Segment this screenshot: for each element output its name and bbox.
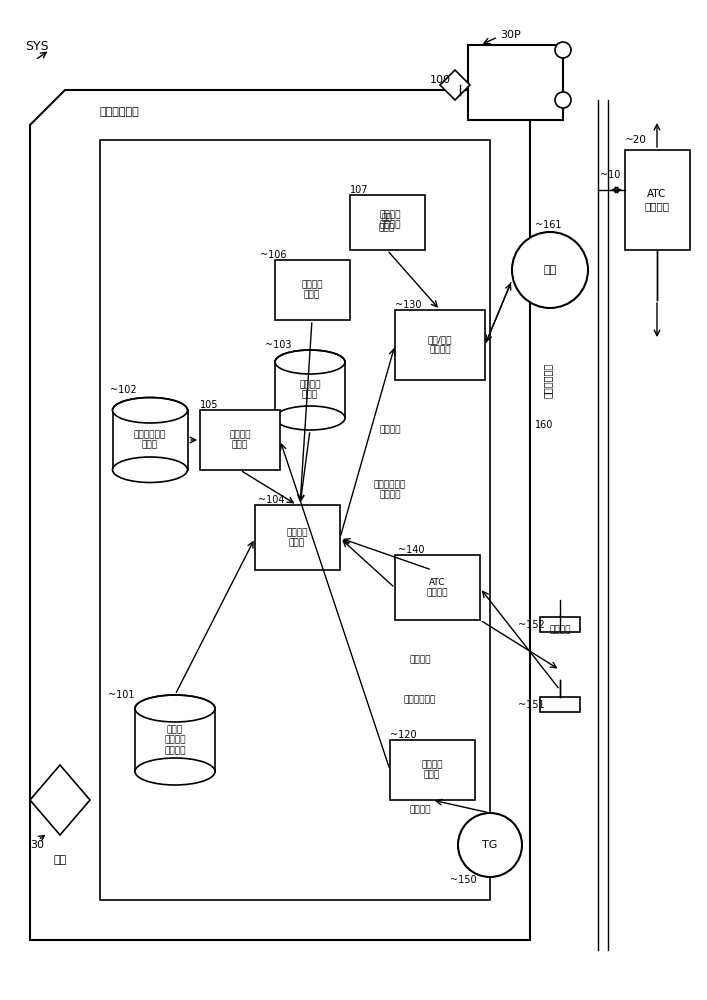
Text: 气动制车装置: 气动制车装置 — [543, 362, 553, 398]
Circle shape — [555, 92, 571, 108]
Text: SYS: SYS — [25, 40, 49, 53]
Text: 30: 30 — [30, 840, 44, 850]
Text: 特性参数
存储部: 特性参数 存储部 — [299, 380, 321, 400]
Text: 再生制动
激活信号: 再生制动 激活信号 — [379, 210, 401, 230]
Text: ~20: ~20 — [625, 135, 647, 145]
FancyBboxPatch shape — [395, 310, 485, 380]
Ellipse shape — [112, 397, 187, 423]
Text: 列车控制装置: 列车控制装置 — [100, 107, 140, 117]
Text: 速度位置信息: 速度位置信息 — [404, 696, 436, 704]
Polygon shape — [440, 70, 470, 100]
Text: 制车指令: 制车指令 — [379, 426, 401, 434]
Text: 动力运行指令
制车指令: 动力运行指令 制车指令 — [374, 480, 406, 500]
Text: 105: 105 — [200, 400, 218, 410]
Circle shape — [512, 232, 588, 308]
FancyBboxPatch shape — [540, 617, 580, 632]
FancyBboxPatch shape — [135, 708, 215, 772]
Text: ~161: ~161 — [535, 220, 561, 230]
Text: 信号显示: 信号显示 — [549, 626, 571, 635]
FancyBboxPatch shape — [275, 260, 350, 320]
FancyBboxPatch shape — [255, 505, 340, 570]
Text: ~101: ~101 — [108, 690, 134, 700]
FancyBboxPatch shape — [390, 740, 475, 800]
Text: 制车
判定部: 制车 判定部 — [379, 213, 395, 233]
FancyBboxPatch shape — [275, 362, 345, 418]
Text: 30P: 30P — [500, 30, 521, 40]
Ellipse shape — [135, 758, 215, 785]
FancyBboxPatch shape — [200, 410, 280, 470]
FancyBboxPatch shape — [395, 555, 480, 620]
Text: ~106: ~106 — [260, 250, 286, 260]
Text: ~152: ~152 — [518, 620, 545, 630]
Text: 100: 100 — [430, 75, 451, 85]
FancyBboxPatch shape — [625, 150, 690, 250]
Text: 控制指令
计算部: 控制指令 计算部 — [286, 528, 308, 548]
Text: 列车: 列车 — [53, 855, 66, 865]
Text: ~130: ~130 — [395, 300, 421, 310]
Polygon shape — [30, 90, 530, 940]
Text: 速度位置
检测部: 速度位置 检测部 — [421, 760, 443, 780]
Text: ~140: ~140 — [398, 545, 424, 555]
Text: ~151: ~151 — [518, 700, 544, 710]
Ellipse shape — [112, 457, 187, 483]
FancyBboxPatch shape — [112, 410, 187, 470]
Text: ATC
地上装置: ATC 地上装置 — [645, 189, 670, 211]
Text: 地点信息: 地点信息 — [409, 656, 431, 664]
Text: ~120: ~120 — [390, 730, 416, 740]
FancyBboxPatch shape — [468, 45, 563, 120]
Polygon shape — [30, 765, 90, 835]
FancyBboxPatch shape — [100, 140, 490, 900]
Text: ~150: ~150 — [450, 875, 477, 885]
Text: 107: 107 — [350, 185, 368, 195]
Text: 特性参数
调整部: 特性参数 调整部 — [301, 280, 323, 300]
Text: 驱动/制动
控制装置: 驱动/制动 控制装置 — [428, 335, 452, 355]
Text: 存储部
路线信息
运行信息: 存储部 路线信息 运行信息 — [164, 725, 186, 755]
Circle shape — [555, 42, 571, 58]
Text: 车辆特性模型
存储部: 车辆特性模型 存储部 — [134, 430, 166, 450]
Ellipse shape — [275, 350, 345, 374]
Ellipse shape — [275, 406, 345, 430]
Text: 脉冲信号: 脉冲信号 — [409, 806, 431, 814]
Text: ~104: ~104 — [258, 495, 284, 505]
Ellipse shape — [135, 695, 215, 722]
Text: ~102: ~102 — [110, 385, 136, 395]
Text: ~10: ~10 — [600, 170, 620, 180]
Text: 减速度比
算计部: 减速度比 算计部 — [229, 430, 251, 450]
Circle shape — [458, 813, 522, 877]
Text: 160: 160 — [535, 420, 554, 430]
FancyBboxPatch shape — [540, 697, 580, 712]
Text: ~103: ~103 — [265, 340, 291, 350]
Text: 马达: 马达 — [544, 265, 556, 275]
Text: TG: TG — [482, 840, 498, 850]
FancyBboxPatch shape — [350, 195, 425, 250]
Text: ATC
车上装置: ATC 车上装置 — [426, 578, 448, 598]
